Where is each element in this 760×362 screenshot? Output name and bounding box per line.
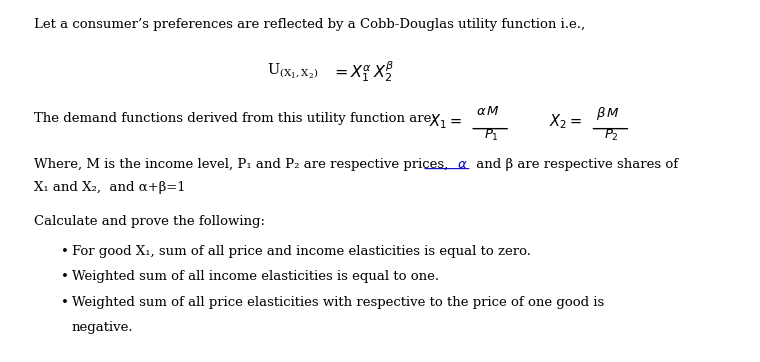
Text: X₁ and X₂,  and α+β=1: X₁ and X₂, and α+β=1: [34, 181, 186, 194]
Text: $\alpha\,M$: $\alpha\,M$: [477, 105, 500, 118]
Text: $X_2=$: $X_2=$: [549, 112, 582, 131]
Text: $\alpha$: $\alpha$: [453, 158, 467, 171]
Text: Weighted sum of all income elasticities is equal to one.: Weighted sum of all income elasticities …: [71, 270, 439, 283]
Text: negative.: negative.: [71, 321, 134, 334]
Text: Where, M is the income level, P₁ and P₂ are respective prices,: Where, M is the income level, P₁ and P₂ …: [34, 158, 448, 171]
Text: $\beta\,M$: $\beta\,M$: [597, 105, 620, 122]
Text: Let a consumer’s preferences are reflected by a Cobb-Douglas utility function i.: Let a consumer’s preferences are reflect…: [34, 18, 585, 31]
Text: •: •: [61, 270, 68, 283]
Text: $X_1=$: $X_1=$: [429, 112, 462, 131]
Text: $P_1$: $P_1$: [483, 128, 499, 143]
Text: U$_{\mathregular{(X_1,X_2)}}$: U$_{\mathregular{(X_1,X_2)}}$: [268, 61, 318, 80]
Text: The demand functions derived from this utility function are:: The demand functions derived from this u…: [34, 112, 436, 125]
Text: For good X₁, sum of all price and income elasticities is equal to zero.: For good X₁, sum of all price and income…: [71, 245, 530, 258]
Text: •: •: [61, 245, 68, 258]
Text: $= X_1^{\alpha}\, X_2^{\beta}$: $= X_1^{\alpha}\, X_2^{\beta}$: [331, 59, 394, 84]
Text: •: •: [61, 296, 68, 308]
Text: and β are respective shares of: and β are respective shares of: [472, 158, 678, 171]
Text: Calculate and prove the following:: Calculate and prove the following:: [34, 215, 265, 228]
Text: $P_2$: $P_2$: [604, 128, 619, 143]
Text: Weighted sum of all price elasticities with respective to the price of one good : Weighted sum of all price elasticities w…: [71, 296, 604, 308]
